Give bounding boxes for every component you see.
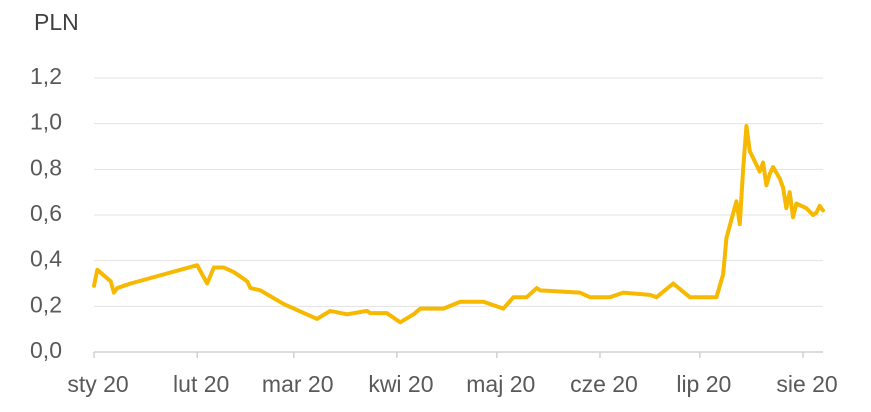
- x-tick-label: maj 20: [466, 371, 535, 397]
- y-tick-label: 0,4: [30, 246, 62, 272]
- x-tick-label: lut 20: [173, 371, 229, 397]
- x-tick-label: cze 20: [570, 371, 638, 397]
- x-tick-label: mar 20: [262, 371, 334, 397]
- x-tick-label: lip 20: [676, 371, 731, 397]
- x-tick-label: sty 20: [67, 371, 128, 397]
- x-tick-label: sie 20: [776, 371, 837, 397]
- y-tick-label: 0,2: [30, 291, 62, 317]
- x-tick-label: kwi 20: [368, 371, 433, 397]
- y-tick-label: 0,0: [30, 337, 62, 363]
- y-tick-label: 0,6: [30, 200, 62, 226]
- y-axis-label: PLN: [34, 9, 79, 35]
- y-tick-label: 1,0: [30, 109, 62, 135]
- y-tick-label: 1,2: [30, 63, 62, 89]
- y-tick-label: 0,8: [30, 154, 62, 180]
- line: [92, 123, 825, 325]
